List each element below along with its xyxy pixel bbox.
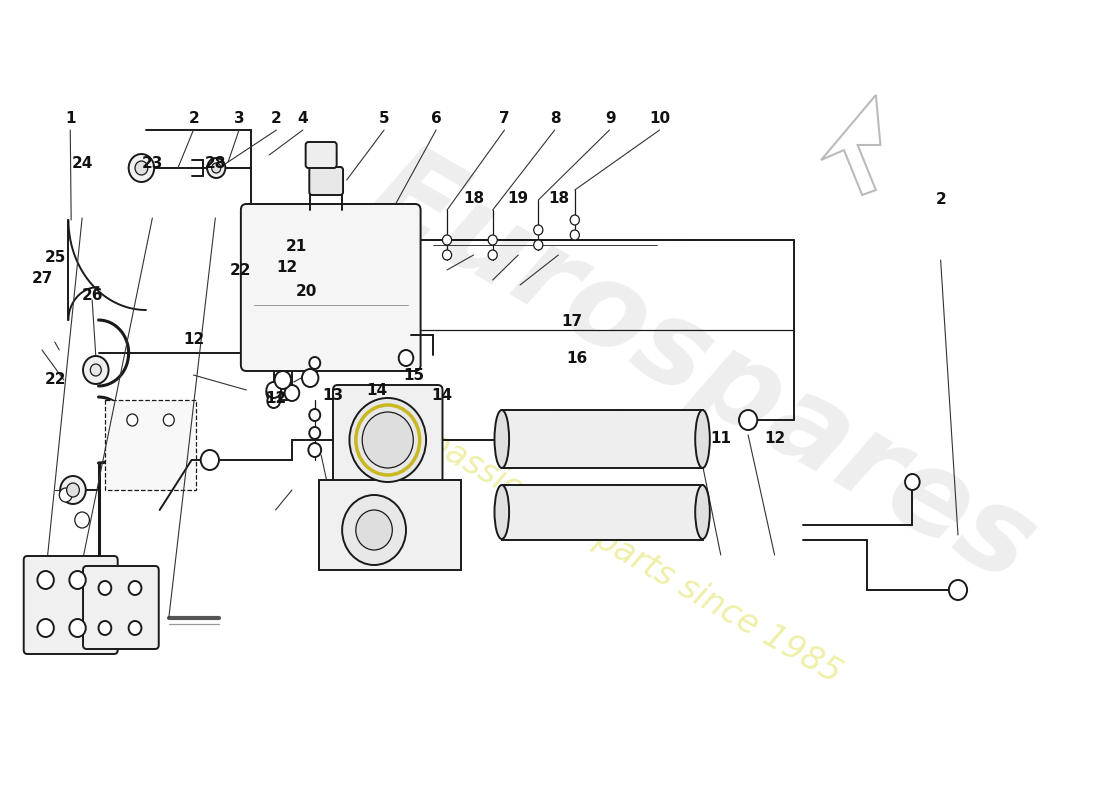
Circle shape	[350, 398, 426, 482]
Circle shape	[570, 230, 580, 240]
Circle shape	[302, 369, 318, 387]
Text: 18: 18	[549, 191, 570, 206]
Text: 25: 25	[44, 250, 66, 265]
Text: a passion for parts since 1985: a passion for parts since 1985	[394, 410, 847, 690]
Circle shape	[488, 250, 497, 260]
Bar	[502, 410, 703, 468]
Circle shape	[99, 621, 111, 635]
Ellipse shape	[695, 485, 710, 539]
Circle shape	[60, 476, 86, 504]
Text: 2: 2	[188, 111, 199, 126]
Text: 6: 6	[431, 111, 442, 126]
Circle shape	[129, 154, 154, 182]
Text: 12: 12	[265, 391, 287, 406]
Circle shape	[129, 621, 142, 635]
Circle shape	[905, 474, 920, 490]
Text: 22: 22	[44, 373, 66, 387]
Circle shape	[442, 250, 452, 260]
Text: 13: 13	[322, 389, 344, 403]
Ellipse shape	[495, 410, 509, 468]
FancyBboxPatch shape	[309, 167, 343, 195]
Bar	[319, 480, 461, 570]
Bar	[104, 400, 196, 490]
Circle shape	[308, 443, 321, 457]
Circle shape	[739, 410, 757, 430]
Circle shape	[67, 483, 79, 497]
Circle shape	[69, 571, 86, 589]
Bar	[502, 485, 703, 540]
Circle shape	[362, 412, 414, 468]
Text: 12: 12	[276, 261, 298, 275]
Circle shape	[949, 580, 967, 600]
Circle shape	[129, 581, 142, 595]
Text: 7: 7	[499, 111, 510, 126]
Circle shape	[59, 488, 73, 502]
Circle shape	[90, 364, 101, 376]
Circle shape	[309, 409, 320, 421]
Text: 20: 20	[296, 285, 317, 299]
Circle shape	[355, 510, 393, 550]
Text: 26: 26	[81, 289, 103, 303]
Circle shape	[200, 450, 219, 470]
Circle shape	[69, 619, 86, 637]
Circle shape	[207, 158, 226, 178]
Text: 8: 8	[550, 111, 560, 126]
Circle shape	[135, 161, 147, 175]
Circle shape	[266, 385, 280, 401]
Circle shape	[570, 215, 580, 225]
Text: 10: 10	[650, 111, 671, 126]
Circle shape	[342, 495, 406, 565]
Text: 16: 16	[566, 351, 587, 366]
Circle shape	[126, 414, 138, 426]
Circle shape	[211, 163, 221, 173]
Circle shape	[285, 385, 299, 401]
Circle shape	[99, 581, 111, 595]
Text: 21: 21	[285, 239, 307, 254]
Text: 17: 17	[561, 314, 583, 329]
Text: 2: 2	[271, 111, 282, 126]
Circle shape	[534, 240, 543, 250]
Text: 14: 14	[431, 388, 452, 402]
Circle shape	[398, 350, 414, 366]
Text: 9: 9	[605, 111, 616, 126]
Circle shape	[442, 235, 452, 245]
FancyBboxPatch shape	[333, 385, 442, 495]
Text: 28: 28	[205, 157, 227, 171]
FancyBboxPatch shape	[24, 556, 118, 654]
Circle shape	[309, 357, 320, 369]
Circle shape	[37, 619, 54, 637]
Text: 27: 27	[32, 271, 53, 286]
FancyBboxPatch shape	[306, 142, 337, 168]
Circle shape	[82, 356, 109, 384]
FancyBboxPatch shape	[82, 566, 158, 649]
Text: 4: 4	[298, 111, 308, 126]
Ellipse shape	[695, 410, 710, 468]
Text: 22: 22	[230, 263, 252, 278]
Text: 14: 14	[366, 383, 388, 398]
Text: 12: 12	[183, 333, 205, 347]
FancyBboxPatch shape	[241, 204, 420, 371]
Text: 5: 5	[379, 111, 389, 126]
Text: 19: 19	[507, 191, 528, 206]
Text: 23: 23	[142, 157, 163, 171]
Circle shape	[275, 371, 292, 389]
Circle shape	[267, 394, 280, 408]
Circle shape	[75, 512, 89, 528]
Circle shape	[534, 225, 543, 235]
Text: 12: 12	[764, 431, 785, 446]
Text: 1: 1	[65, 111, 76, 126]
Text: 11: 11	[711, 431, 732, 446]
Text: 3: 3	[233, 111, 244, 126]
Circle shape	[163, 414, 174, 426]
Text: 24: 24	[72, 157, 94, 171]
Circle shape	[488, 235, 497, 245]
Circle shape	[37, 571, 54, 589]
Circle shape	[309, 427, 320, 439]
Ellipse shape	[495, 485, 509, 539]
Text: 2: 2	[936, 193, 947, 207]
Circle shape	[266, 382, 280, 398]
Text: Eurospares: Eurospares	[351, 134, 1055, 606]
Text: 15: 15	[403, 369, 424, 383]
Text: 18: 18	[463, 191, 484, 206]
